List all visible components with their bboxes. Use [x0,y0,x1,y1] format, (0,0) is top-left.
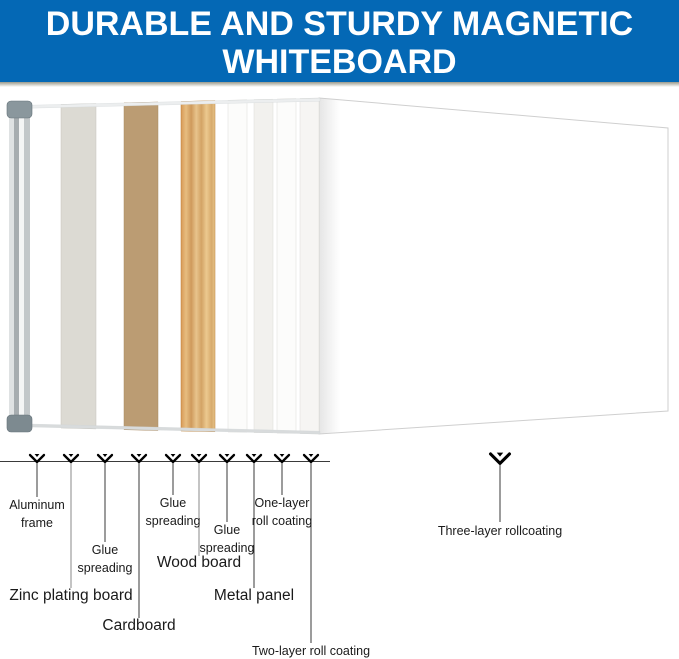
svg-text:Wood board: Wood board [157,554,241,571]
svg-text:Glue: Glue [92,543,118,557]
svg-text:One-layer: One-layer [255,496,310,510]
svg-text:Three-layer rollcoating: Three-layer rollcoating [438,524,562,538]
svg-text:spreading: spreading [146,514,201,528]
svg-text:Cardboard: Cardboard [102,617,175,634]
svg-text:frame: frame [21,516,53,530]
svg-text:Metal panel: Metal panel [214,587,294,604]
svg-text:roll coating: roll coating [252,514,312,528]
svg-text:spreading: spreading [78,561,133,575]
svg-text:Glue: Glue [214,523,240,537]
svg-text:Aluminum: Aluminum [9,498,65,512]
svg-text:Two-layer roll coating: Two-layer roll coating [252,644,370,658]
svg-text:Glue: Glue [160,496,186,510]
svg-text:spreading: spreading [200,541,255,555]
svg-text:Zinc plating board: Zinc plating board [9,587,132,604]
